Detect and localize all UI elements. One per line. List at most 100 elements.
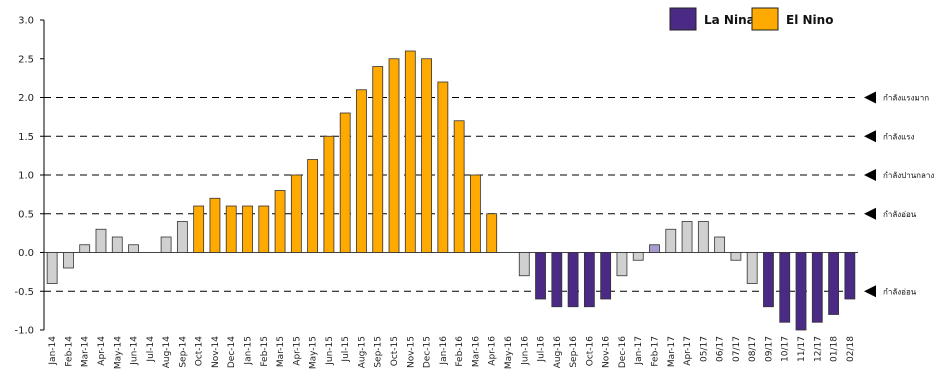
x-tick-label: Mar-16 [471,336,481,367]
bar [46,252,58,284]
x-tick-label: Apr-17 [683,336,693,366]
bar [616,252,628,277]
x-tick-label: Nov-14 [211,336,221,368]
x-tick-label: 10/17 [781,336,791,362]
bar [763,252,774,308]
x-tick-label: 09/17 [764,336,774,362]
bar [697,221,709,253]
x-tick-label: Oct-15 [390,336,400,366]
y-tick-label: -0.5 [14,287,34,298]
x-tick-label: Dec-14 [227,336,237,368]
x-tick-label: Oct-16 [585,336,595,367]
bar [551,252,563,308]
bar [323,135,335,253]
x-tick-label: Feb-14 [64,336,74,367]
bar [95,228,107,253]
threshold-label: กำลังแรง [883,132,915,141]
bar [290,174,302,253]
y-tick-label: 1.0 [18,171,34,182]
bars [46,50,856,331]
x-tick-label: Feb-16 [455,336,465,367]
threshold-label: กำลังแรงมาก [883,94,929,103]
x-tick-label: 05/17 [699,336,709,362]
x-tick-label: Jan-15 [244,336,254,366]
x-tick-label: Jul-15 [341,336,351,363]
x-tick-label: May-16 [504,336,514,369]
bar [258,205,270,253]
arrow-left-icon [864,169,876,181]
threshold-label: กำลังอ่อน [883,210,917,219]
bar [779,252,791,323]
bar [844,252,856,300]
x-tick-label: Dec-16 [618,336,628,368]
bar [746,252,758,284]
y-tick-label: 0.0 [18,248,34,259]
x-tick-label: Oct-14 [195,336,205,367]
x-tick-label: Aug-15 [357,336,367,368]
bar [421,58,432,253]
bar [730,252,742,261]
x-tick-label: 11/17 [797,336,807,362]
x-tick-label: Apr-14 [97,336,107,366]
bar [79,244,91,253]
x-tick-label: 01/18 [830,336,840,362]
y-tick-label: 0.5 [18,209,34,220]
bar [225,205,237,253]
bar [388,58,400,253]
legend-swatch [669,7,697,31]
x-tick-label: Aug-16 [553,336,563,369]
bar [274,190,286,253]
x-tick-label: Nov-16 [602,336,612,368]
bar [63,252,74,269]
bar [649,244,660,253]
bar [811,252,823,323]
x-tick-label: Jan-16 [439,336,449,366]
bar [209,197,221,253]
legend: La Nina El Nino [669,7,833,31]
arrow-left-icon [864,207,876,220]
bar [176,221,188,253]
y-tick-label: 1.5 [18,132,34,143]
x-tick-label: Sep-16 [569,336,579,368]
bar [486,213,498,253]
x-tick-label: 02/18 [846,336,856,362]
bar [583,252,595,308]
x-tick-label: Dec-15 [423,336,433,368]
bar [600,252,612,300]
bar [665,228,677,253]
bar [128,244,139,253]
bar [242,205,253,253]
bar [795,252,807,331]
x-tick-label: Jun-14 [130,336,140,366]
bar [111,236,123,253]
x-tick-label: 08/17 [748,336,758,362]
x-tick-label: Jun-16 [520,336,530,366]
bar [356,89,367,253]
x-tick-label: Mar-17 [667,336,677,367]
x-tick-label: May-15 [309,336,319,369]
x-tick-label: Mar-14 [81,336,91,367]
arrow-left-icon [864,91,876,104]
x-tick-label: Sep-15 [374,336,384,368]
x-tick-label: 07/17 [732,336,742,362]
x-tick-label: Nov-15 [406,336,416,368]
y-axis: 3.0 2.5 2.0 1.5 1.0 0.5 0.0 -0.5 -1.0 [14,16,858,337]
x-tick-label: Aug-14 [162,336,172,369]
bar [404,50,416,253]
x-tick-label: Feb-17 [651,336,661,367]
x-tick-label: Apr-16 [488,336,498,366]
x-tick-label: Feb-15 [260,336,270,367]
arrow-left-icon [864,285,876,298]
threshold-lines: กำลังแรงมากกำลังแรงกำลังปานกลางกำลังอ่อน… [44,91,934,298]
bar [828,252,839,315]
x-axis: Jan-14 Feb-14 Mar-14 Apr-14 May-14 Jun-14 Jul-… [48,336,856,369]
bar [518,252,530,277]
y-tick-label: -1.0 [14,326,34,337]
x-tick-label: Jun-15 [325,336,335,366]
bar [470,174,481,253]
x-tick-label: Apr-15 [292,336,302,366]
threshold-label: กำลังปานกลาง [883,171,934,180]
bar [160,236,172,253]
x-tick-label: Sep-14 [178,336,188,368]
